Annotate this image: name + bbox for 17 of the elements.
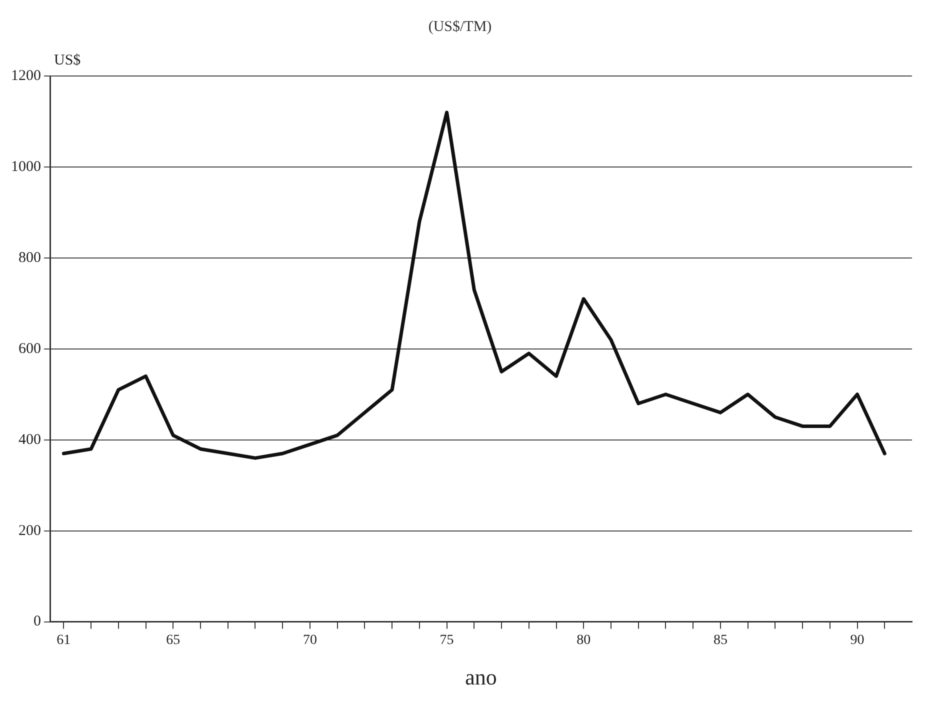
x-tick-label: 85 xyxy=(713,632,728,648)
x-tick-label: 65 xyxy=(166,632,180,648)
y-tick-label: 400 xyxy=(18,432,41,448)
x-tick-label: 90 xyxy=(850,632,864,648)
x-axis-title: ano xyxy=(465,664,497,690)
y-tick-label: 600 xyxy=(18,340,41,357)
y-axis-title: US$ xyxy=(54,52,82,68)
x-tick-label: 70 xyxy=(302,632,317,648)
x-tick-label: 80 xyxy=(576,632,591,648)
y-tick-label: 0 xyxy=(34,614,41,630)
chart-title: (US$/TM) xyxy=(428,18,492,35)
y-tick-label: 1200 xyxy=(11,68,41,84)
x-tick-label: 75 xyxy=(440,632,454,648)
x-tick-label: 61 xyxy=(56,632,71,648)
y-tick-label: 800 xyxy=(18,250,41,266)
y-tick-label: 1000 xyxy=(11,158,41,175)
y-tick-label: 200 xyxy=(18,522,41,539)
